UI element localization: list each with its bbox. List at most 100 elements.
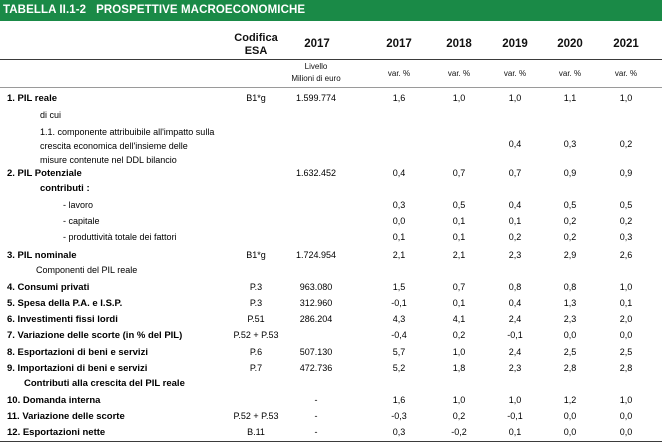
row-label: 1. PIL reale xyxy=(7,93,57,104)
row-value: 1,0 xyxy=(508,93,522,103)
row-value: 0,2 xyxy=(619,139,633,149)
row-value: 1,5 xyxy=(392,282,406,292)
row-label: - produttività totale dei fattori xyxy=(63,232,177,242)
row-value: 1,0 xyxy=(452,93,466,103)
row-value: 0,1 xyxy=(508,427,522,437)
row-label: 10. Domanda interna xyxy=(7,395,101,406)
row-value: 2,3 xyxy=(508,363,522,373)
header-year: 2020 xyxy=(557,38,583,50)
row-value: 0,1 xyxy=(452,232,466,242)
row-label: 4. Consumi privati xyxy=(7,282,90,293)
row-value: 0,9 xyxy=(619,168,633,178)
row-value: 0,2 xyxy=(452,411,466,421)
row-value: 1,1 xyxy=(563,93,577,103)
row-multiline-label: 1.1. componente attribuibile all'impatto… xyxy=(40,125,214,167)
header-var: var. % xyxy=(447,69,471,78)
row-value: 2,5 xyxy=(563,347,577,357)
row-value: 1,8 xyxy=(452,363,466,373)
row-level: 1.599.774 xyxy=(295,93,337,103)
row-value: 0,0 xyxy=(619,330,633,340)
row-value: 2,4 xyxy=(508,347,522,357)
row-label: - lavoro xyxy=(63,200,94,210)
row-value: 0,2 xyxy=(508,232,522,242)
row-value: 0,0 xyxy=(619,411,633,421)
row-value: 0,5 xyxy=(563,200,577,210)
row-label: 11. Variazione delle scorte xyxy=(7,411,125,422)
row-value: 0,7 xyxy=(508,168,522,178)
row-value: 5,7 xyxy=(392,347,406,357)
row-value: 0,4 xyxy=(508,200,522,210)
row-code: P.7 xyxy=(249,363,263,373)
row-value: -0,4 xyxy=(391,330,407,340)
table-title: PROSPETTIVE MACROECONOMICHE xyxy=(96,4,306,16)
row-code: P.3 xyxy=(249,282,263,292)
row-code: P.52 + P.53 xyxy=(233,330,279,340)
row-label-line: crescita economica dell'insieme delle xyxy=(40,141,188,151)
row-value: 2,8 xyxy=(619,363,633,373)
row-value: 0,1 xyxy=(619,298,633,308)
row-label: - capitale xyxy=(63,216,100,226)
row-value: 1,3 xyxy=(563,298,577,308)
header-year-level: 2017 xyxy=(304,38,330,50)
header-esa: ESA xyxy=(244,45,268,57)
header-year: 2021 xyxy=(613,38,639,50)
row-level: 1.724.954 xyxy=(295,250,337,260)
row-value: 0,7 xyxy=(452,168,466,178)
header-codifica: Codifica xyxy=(234,32,278,44)
row-value: 0,1 xyxy=(452,298,466,308)
row-code: P.52 + P.53 xyxy=(233,411,279,421)
row-label: contributi : xyxy=(40,183,90,194)
row-value: 1,0 xyxy=(452,395,466,405)
table-title-bar: TABELLA II.1-2 PROSPETTIVE MACROECONOMIC… xyxy=(0,0,662,21)
row-label: 3. PIL nominale xyxy=(7,250,77,261)
row-value: 0,3 xyxy=(392,427,406,437)
row-value: 0,0 xyxy=(392,216,406,226)
row-value: 2,1 xyxy=(452,250,466,260)
row-value: 1,0 xyxy=(619,395,633,405)
row-label: 5. Spesa della P.A. e I.S.P. xyxy=(7,298,123,309)
header-year: 2017 xyxy=(386,38,412,50)
row-value: -0,1 xyxy=(507,330,523,340)
row-value: 2,3 xyxy=(563,314,577,324)
row-value: 4,3 xyxy=(392,314,406,324)
row-value: 0,2 xyxy=(619,216,633,226)
row-value: 5,2 xyxy=(392,363,406,373)
row-level: 286.204 xyxy=(299,314,333,324)
row-value: 1,6 xyxy=(392,93,406,103)
row-label: 6. Investimenti fissi lordi xyxy=(7,314,118,325)
row-value: 2,8 xyxy=(563,363,577,373)
header-year: 2018 xyxy=(446,38,472,50)
row-label-line: misure contenute nel DDL bilancio xyxy=(40,155,177,165)
row-value: 1,2 xyxy=(563,395,577,405)
row-label: di cui xyxy=(40,110,62,120)
row-level: 1.632.452 xyxy=(295,168,337,178)
row-value: 0,8 xyxy=(563,282,577,292)
section-label: Contributi alla crescita del PIL reale xyxy=(24,378,185,389)
row-value: 1,0 xyxy=(619,282,633,292)
row-value: 0,0 xyxy=(563,427,577,437)
row-value: 4,1 xyxy=(452,314,466,324)
header-divider xyxy=(0,59,662,60)
row-level: 963.080 xyxy=(299,282,333,292)
row-level: 507.130 xyxy=(299,347,333,357)
row-value: 0,1 xyxy=(392,232,406,242)
row-value: 2,6 xyxy=(619,250,633,260)
row-level: - xyxy=(314,395,318,405)
header-livello: Livello xyxy=(304,62,328,71)
header-var: var. % xyxy=(614,69,638,78)
row-value: 2,3 xyxy=(508,250,522,260)
row-value: 0,5 xyxy=(452,200,466,210)
row-value: 1,6 xyxy=(392,395,406,405)
row-label: 7. Variazione delle scorte (in % del PIL… xyxy=(7,330,183,341)
row-value: 2,5 xyxy=(619,347,633,357)
row-value: 1,0 xyxy=(619,93,633,103)
row-value: 1,0 xyxy=(452,347,466,357)
row-label-line: 1.1. componente attribuibile all'impatto… xyxy=(40,127,215,137)
row-value: 0,8 xyxy=(508,282,522,292)
row-level: - xyxy=(314,411,318,421)
row-value: 0,2 xyxy=(452,330,466,340)
row-level: - xyxy=(314,427,318,437)
row-value: 0,7 xyxy=(452,282,466,292)
row-value: 0,1 xyxy=(508,216,522,226)
